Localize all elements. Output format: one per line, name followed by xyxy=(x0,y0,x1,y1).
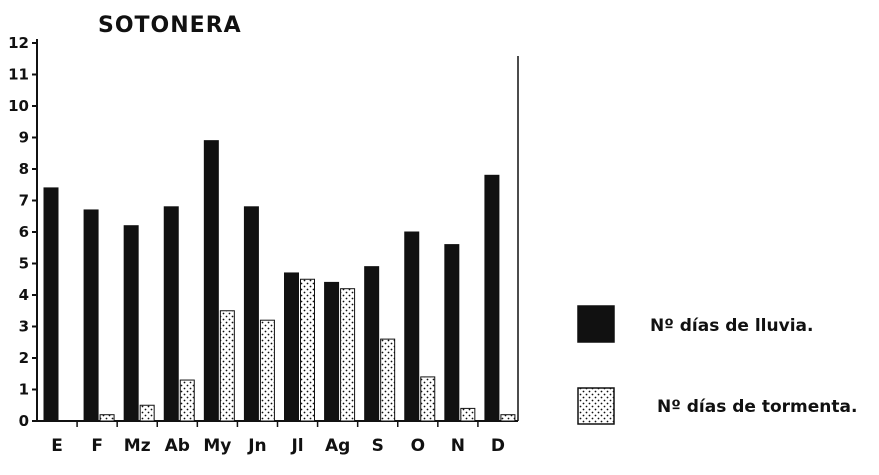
bar-lluvia-Mz xyxy=(123,225,139,422)
bar-tormenta-O xyxy=(420,376,436,422)
x-tick-label: O xyxy=(411,436,425,456)
bar-lluvia-E xyxy=(43,187,59,422)
y-tick-label: 10 xyxy=(8,97,29,115)
y-tick-label: 8 xyxy=(19,160,29,178)
y-tick-label: 12 xyxy=(8,34,29,52)
y-tick-label: 2 xyxy=(19,349,29,367)
bar-tormenta-F xyxy=(99,414,115,422)
bar-tormenta-My xyxy=(219,310,235,422)
bar-tormenta-S xyxy=(380,338,396,422)
bar-lluvia-Ab xyxy=(163,206,179,422)
y-tick-label: 1 xyxy=(19,381,29,399)
bars xyxy=(43,140,516,422)
y-tick-label: 0 xyxy=(19,412,29,430)
bar-lluvia-Jn xyxy=(243,206,259,422)
legend-swatch xyxy=(577,305,615,343)
bar-tormenta-Ag xyxy=(340,288,356,422)
x-tick-label: Jl xyxy=(290,436,303,456)
chart-title: SOTONERA xyxy=(98,13,242,38)
bar-lluvia-S xyxy=(364,266,380,422)
x-tick-label: My xyxy=(203,436,231,456)
legend-label: Nº días de lluvia. xyxy=(650,316,813,336)
x-tick-label: F xyxy=(91,436,103,456)
x-tick-label: Mz xyxy=(124,436,151,456)
bar-lluvia-Ag xyxy=(324,281,340,422)
y-tick-label: 11 xyxy=(8,66,29,84)
bar-lluvia-N xyxy=(444,244,460,422)
bar-lluvia-Jl xyxy=(284,272,299,422)
legend: Nº días de lluvia. Nº días de tormenta. xyxy=(577,305,857,425)
legend-swatch xyxy=(577,387,615,425)
x-tick-label: Ab xyxy=(165,436,190,456)
bar-lluvia-O xyxy=(404,231,420,422)
y-tick-label: 5 xyxy=(19,255,29,273)
y-tick-label: 9 xyxy=(19,129,29,147)
bar-lluvia-My xyxy=(203,140,219,422)
x-tick-label: D xyxy=(491,436,505,456)
x-tick-label: S xyxy=(372,436,384,456)
x-tick-label: Ag xyxy=(325,436,350,456)
y-tick-label: 3 xyxy=(19,318,29,336)
bar-tormenta-Jl xyxy=(300,278,315,422)
bar-tormenta-D xyxy=(500,414,516,422)
y-tick-label: 6 xyxy=(19,223,29,241)
bar-tormenta-Mz xyxy=(139,404,155,422)
y-tick-label: 4 xyxy=(19,286,29,304)
y-tick-label: 7 xyxy=(19,192,29,210)
x-tick-label: Jn xyxy=(247,436,266,456)
x-tick-label: N xyxy=(451,436,465,456)
legend-label: Nº días de tormenta. xyxy=(657,397,857,417)
bar-lluvia-F xyxy=(83,209,99,422)
x-tick-label: E xyxy=(51,436,63,456)
bar-lluvia-D xyxy=(484,174,500,422)
bar-tormenta-Ab xyxy=(179,379,195,422)
bar-tormenta-Jn xyxy=(259,319,275,422)
bar-tormenta-N xyxy=(460,407,476,422)
